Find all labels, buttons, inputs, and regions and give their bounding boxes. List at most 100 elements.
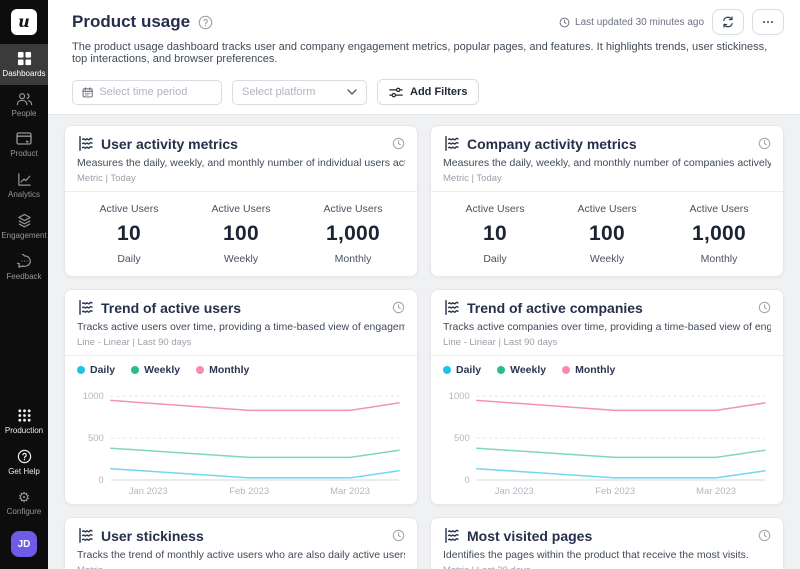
- svg-text:0: 0: [99, 475, 104, 486]
- sidebar-item-dashboards[interactable]: Dashboards: [0, 44, 48, 85]
- metric-period: Weekly: [589, 253, 625, 266]
- time-period-input[interactable]: [99, 86, 212, 98]
- metric-period: Weekly: [223, 253, 259, 266]
- refresh-button[interactable]: [712, 9, 744, 35]
- card-clock-icon[interactable]: [758, 137, 771, 150]
- chart-lines-icon: [79, 299, 93, 316]
- platform-select[interactable]: Select platform: [232, 79, 367, 105]
- sidebar-item-feedback[interactable]: Feedback: [0, 247, 48, 288]
- last-updated: Last updated 30 minutes ago: [559, 17, 704, 28]
- divider: [65, 191, 417, 193]
- card-title: Most visited pages: [467, 527, 593, 544]
- sidebar-item-label: People: [11, 109, 37, 118]
- card-clock-icon[interactable]: [392, 301, 405, 314]
- line-chart-active-companies: 0 500 1000 Jan 2023 Feb 2023 Mar 2023: [443, 382, 771, 503]
- filter-bar: Select platform Add Filters: [48, 72, 800, 115]
- people-icon: [16, 93, 32, 106]
- chart-legend: Daily Weekly Monthly: [443, 364, 771, 376]
- production-grid-icon: [17, 409, 31, 422]
- sidebar-item-get-help[interactable]: Get Help: [0, 442, 48, 483]
- legend-dot: [196, 366, 205, 375]
- sidebar-item-people[interactable]: People: [0, 85, 48, 125]
- card-meta: Metric: [77, 565, 405, 569]
- sidebar-item-production[interactable]: Production: [0, 401, 48, 442]
- sidebar-item-label: Analytics: [7, 190, 40, 199]
- more-options-button[interactable]: [752, 9, 784, 35]
- sidebar-item-engagement[interactable]: Engagement: [0, 206, 48, 247]
- title-help-icon[interactable]: [198, 15, 213, 30]
- metric-value: 1,000: [325, 222, 381, 246]
- sidebar-item-analytics[interactable]: Analytics: [0, 165, 48, 206]
- app-logo[interactable]: u: [0, 0, 48, 44]
- svg-text:500: 500: [454, 433, 470, 444]
- metric-label: Active Users: [689, 203, 749, 216]
- dashboards-icon: [17, 51, 31, 66]
- legend-item-weekly[interactable]: Weekly: [131, 364, 180, 376]
- card-description: Tracks the trend of monthly active users…: [77, 549, 405, 561]
- svg-text:0: 0: [465, 475, 470, 486]
- card-meta: Line - Linear | Last 90 days: [443, 337, 558, 349]
- chart-lines-icon: [79, 527, 93, 544]
- gear-icon: ⚙: [17, 489, 31, 505]
- main-area: Product usage Last updated 30 minutes ag…: [48, 0, 800, 569]
- chevron-down-icon: [347, 88, 357, 95]
- add-filters-button[interactable]: Add Filters: [377, 79, 480, 105]
- ellipsis-icon: [763, 20, 773, 24]
- sidebar-item-configure[interactable]: ⚙ Configure: [0, 483, 48, 523]
- card-title: User activity metrics: [101, 135, 238, 152]
- metric-daily: Active Users 10 Daily: [73, 203, 185, 265]
- divider: [431, 355, 783, 357]
- engagement-layers-icon: [17, 213, 31, 228]
- sidebar-item-label: Feedback: [6, 272, 42, 281]
- legend-dot: [443, 366, 451, 375]
- legend-item-monthly[interactable]: Monthly: [562, 364, 615, 376]
- time-period-picker[interactable]: [72, 79, 222, 105]
- avatar-initials: JD: [17, 538, 31, 550]
- logo-letter: u: [18, 12, 30, 31]
- card-meta: Metric | Today: [443, 173, 502, 185]
- legend-item-monthly[interactable]: Monthly: [196, 364, 249, 376]
- card-trend-active-companies: Trend of active companies Tracks active …: [430, 289, 784, 505]
- page-description: The product usage dashboard tracks user …: [72, 41, 768, 65]
- legend-label: Daily: [90, 364, 116, 377]
- card-clock-icon[interactable]: [758, 529, 771, 542]
- line-chart-active-users: 0 500 1000 Jan 2023 Feb 2023 Mar 2023: [77, 382, 405, 503]
- metric-daily: Active Users 10 Daily: [439, 203, 551, 265]
- metric-label: Active Users: [211, 203, 271, 216]
- help-circle-icon: [17, 449, 31, 464]
- metric-period: Monthly: [334, 253, 372, 266]
- divider: [65, 355, 417, 357]
- svg-text:Jan 2023: Jan 2023: [495, 486, 534, 497]
- chart-lines-icon: [445, 299, 459, 316]
- calendar-icon: [82, 86, 93, 97]
- page-header: Product usage Last updated 30 minutes ag…: [48, 0, 800, 72]
- legend-dot: [497, 366, 506, 375]
- chart-lines-icon: [445, 135, 459, 152]
- card-title: Trend of active companies: [467, 299, 643, 316]
- sidebar: u Dashboards People Product Analytics En…: [0, 0, 48, 569]
- sidebar-item-label: Dashboards: [2, 69, 46, 78]
- metric-value: 1,000: [691, 222, 747, 246]
- legend-item-weekly[interactable]: Weekly: [497, 364, 546, 376]
- user-avatar[interactable]: JD: [11, 531, 37, 557]
- dashboard-content: User activity metrics Measures the daily…: [48, 115, 800, 569]
- metric-label: Active Users: [323, 203, 383, 216]
- card-clock-icon[interactable]: [392, 137, 405, 150]
- card-title: Trend of active users: [101, 299, 242, 316]
- legend-item-daily[interactable]: Daily: [443, 364, 481, 376]
- sidebar-item-product[interactable]: Product: [0, 125, 48, 165]
- sidebar-item-label: Product: [10, 149, 38, 158]
- card-description: Tracks active companies over time, provi…: [443, 321, 771, 333]
- metric-label: Active Users: [99, 203, 159, 216]
- card-title: User stickiness: [101, 527, 204, 544]
- card-clock-icon[interactable]: [392, 529, 405, 542]
- svg-text:Feb 2023: Feb 2023: [595, 486, 635, 497]
- metric-label: Active Users: [577, 203, 637, 216]
- card-clock-icon[interactable]: [758, 301, 771, 314]
- legend-item-daily[interactable]: Daily: [77, 364, 115, 376]
- metric-value: 100: [589, 222, 625, 246]
- svg-text:1000: 1000: [449, 391, 470, 402]
- page-title: Product usage: [72, 12, 191, 31]
- card-meta: Metric | Today: [77, 173, 136, 185]
- card-company-activity-metrics: Company activity metrics Measures the da…: [430, 125, 784, 277]
